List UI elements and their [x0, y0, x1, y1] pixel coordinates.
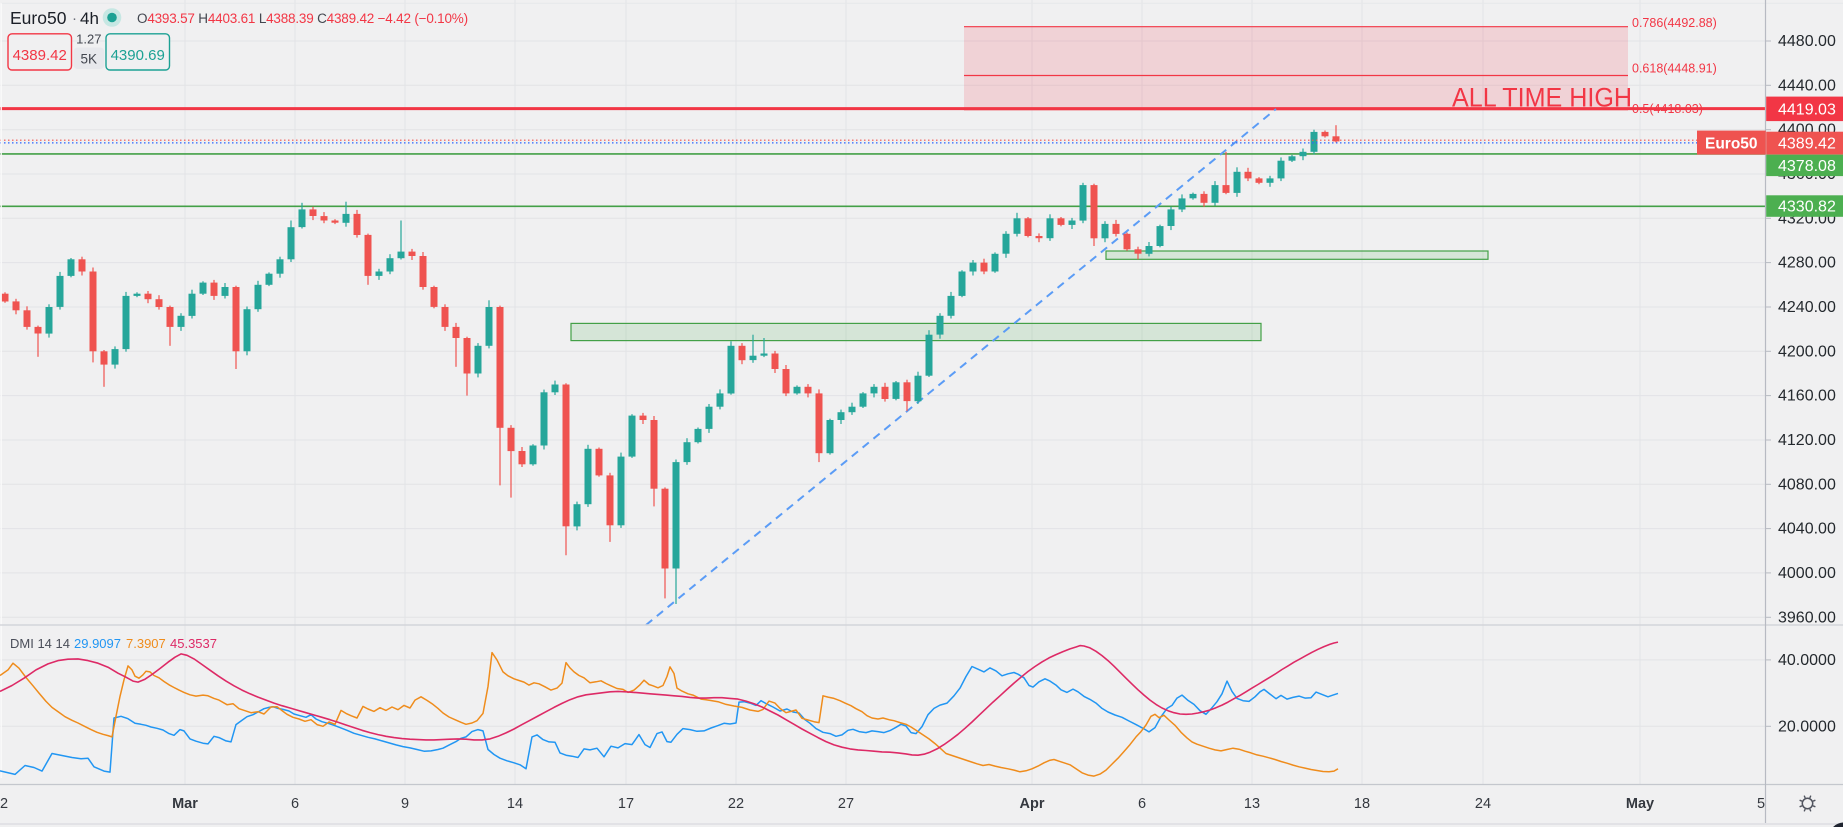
svg-text:4378.08: 4378.08	[1778, 158, 1836, 175]
svg-text:7.3907: 7.3907	[126, 636, 166, 651]
svg-text:13: 13	[1244, 796, 1260, 812]
svg-text:4080.00: 4080.00	[1778, 476, 1836, 493]
svg-text:O4393.57 H4403.61 L4388.39 C43: O4393.57 H4403.61 L4388.39 C4389.42 −4.4…	[137, 11, 468, 26]
svg-text:4390.69: 4390.69	[111, 47, 165, 64]
svg-text:22: 22	[728, 796, 744, 812]
svg-text:6: 6	[291, 796, 299, 812]
svg-text:4419.03: 4419.03	[1778, 101, 1836, 118]
svg-text:4200.00: 4200.00	[1778, 343, 1836, 360]
svg-text:4000.00: 4000.00	[1778, 565, 1836, 582]
svg-text:29.9097: 29.9097	[74, 636, 121, 651]
svg-text:1.27: 1.27	[76, 32, 101, 47]
svg-text:Mar: Mar	[172, 796, 198, 812]
svg-text:14: 14	[507, 796, 523, 812]
svg-text:5: 5	[1757, 796, 1765, 812]
svg-text:40.0000: 40.0000	[1778, 652, 1836, 669]
svg-text:0.786(4492.88): 0.786(4492.88)	[1632, 16, 1717, 30]
svg-text:4330.82: 4330.82	[1778, 199, 1836, 216]
svg-text:3960.00: 3960.00	[1778, 609, 1836, 626]
svg-text:4389.42: 4389.42	[13, 47, 67, 64]
svg-text:45.3537: 45.3537	[170, 636, 217, 651]
svg-text:DMI 14 14: DMI 14 14	[10, 636, 70, 651]
svg-text:5K: 5K	[81, 52, 98, 67]
svg-text:4h: 4h	[80, 9, 99, 28]
svg-text:0.5(4418.03): 0.5(4418.03)	[1632, 102, 1703, 116]
svg-text:27: 27	[838, 796, 854, 812]
svg-text:4440.00: 4440.00	[1778, 77, 1836, 94]
svg-text:Euro50: Euro50	[10, 8, 67, 28]
svg-text:2: 2	[0, 796, 8, 812]
svg-text:4040.00: 4040.00	[1778, 521, 1836, 538]
svg-text:4160.00: 4160.00	[1778, 388, 1836, 405]
svg-text:4389.42: 4389.42	[1778, 136, 1836, 153]
svg-text:4280.00: 4280.00	[1778, 255, 1836, 272]
svg-text:9: 9	[401, 796, 409, 812]
svg-text:0.618(4448.91): 0.618(4448.91)	[1632, 62, 1717, 76]
svg-text:·: ·	[72, 10, 77, 27]
svg-text:4120.00: 4120.00	[1778, 432, 1836, 449]
svg-text:May: May	[1626, 796, 1654, 812]
svg-text:6: 6	[1138, 796, 1146, 812]
svg-text:Euro50: Euro50	[1705, 135, 1758, 152]
svg-text:4480.00: 4480.00	[1778, 33, 1836, 50]
svg-text:18: 18	[1354, 796, 1370, 812]
svg-text:17: 17	[618, 796, 634, 812]
svg-text:20.0000: 20.0000	[1778, 718, 1836, 735]
svg-text:ALL TIME HIGH: ALL TIME HIGH	[1452, 83, 1632, 113]
svg-text:4240.00: 4240.00	[1778, 299, 1836, 316]
svg-text:Apr: Apr	[1020, 796, 1045, 812]
svg-text:24: 24	[1475, 796, 1491, 812]
